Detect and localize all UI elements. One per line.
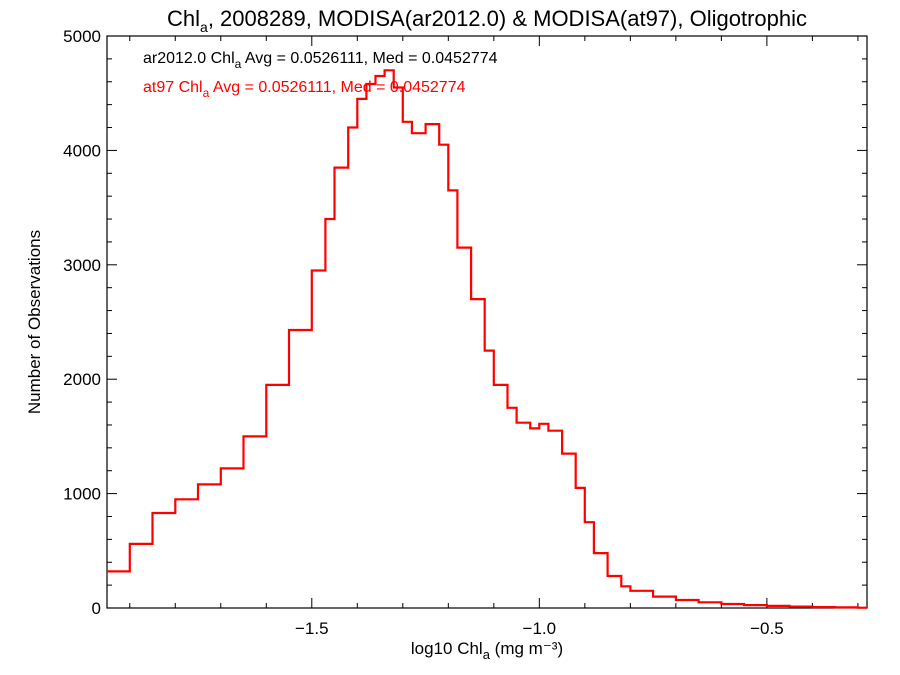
y-tick-label: 2000 [63, 370, 101, 389]
tick-marks [107, 35, 867, 609]
y-axis-label: Number of Observations [25, 230, 44, 414]
x-tick-label: −0.5 [750, 619, 784, 638]
annotation-at97-post: Avg = 0.0526111, Med = 0.0452774 [209, 79, 465, 96]
annotation-at97: at97 Chla Avg = 0.0526111, Med = 0.04527… [143, 79, 466, 100]
x-axis-label: log10 Chla (mg m⁻³) [411, 639, 563, 662]
y-tick-label: 1000 [63, 485, 101, 504]
x-tick-label: −1.5 [295, 619, 329, 638]
xlabel-rest: (mg m⁻³) [490, 639, 563, 658]
y-tick-label: 0 [92, 599, 101, 618]
x-tick-label: −1.0 [523, 619, 557, 638]
annotation-at97-pre: at97 Chl [143, 79, 203, 96]
title-rest: , 2008289, MODISA(ar2012.0) & MODISA(at9… [208, 6, 807, 31]
series-layer [107, 69, 867, 609]
xlabel-subscript: a [483, 647, 491, 662]
chart-title: Chla, 2008289, MODISA(ar2012.0) & MODISA… [167, 6, 807, 35]
title-main: Chl [167, 6, 200, 31]
y-tick-label: 4000 [63, 141, 101, 160]
plot-frame [106, 35, 868, 609]
annotation-ar2012-post: Avg = 0.0526111, Med = 0.0452774 [241, 50, 497, 67]
xlabel-main: log10 Chl [411, 639, 483, 658]
tick-labels: −1.5 −1.0 −0.5 0 1000 2000 3000 4000 5000 [63, 27, 783, 638]
annotation-ar2012-sub: a [235, 57, 242, 71]
annotation-ar2012: ar2012.0 Chla Avg = 0.0526111, Med = 0.0… [143, 50, 498, 71]
y-tick-label: 5000 [63, 27, 101, 46]
histogram-series-line [107, 69, 867, 609]
y-tick-label: 3000 [63, 256, 101, 275]
annotation-ar2012-pre: ar2012.0 Chl [143, 50, 235, 67]
annotation-at97-sub: a [203, 86, 210, 100]
title-subscript: a [200, 19, 208, 35]
